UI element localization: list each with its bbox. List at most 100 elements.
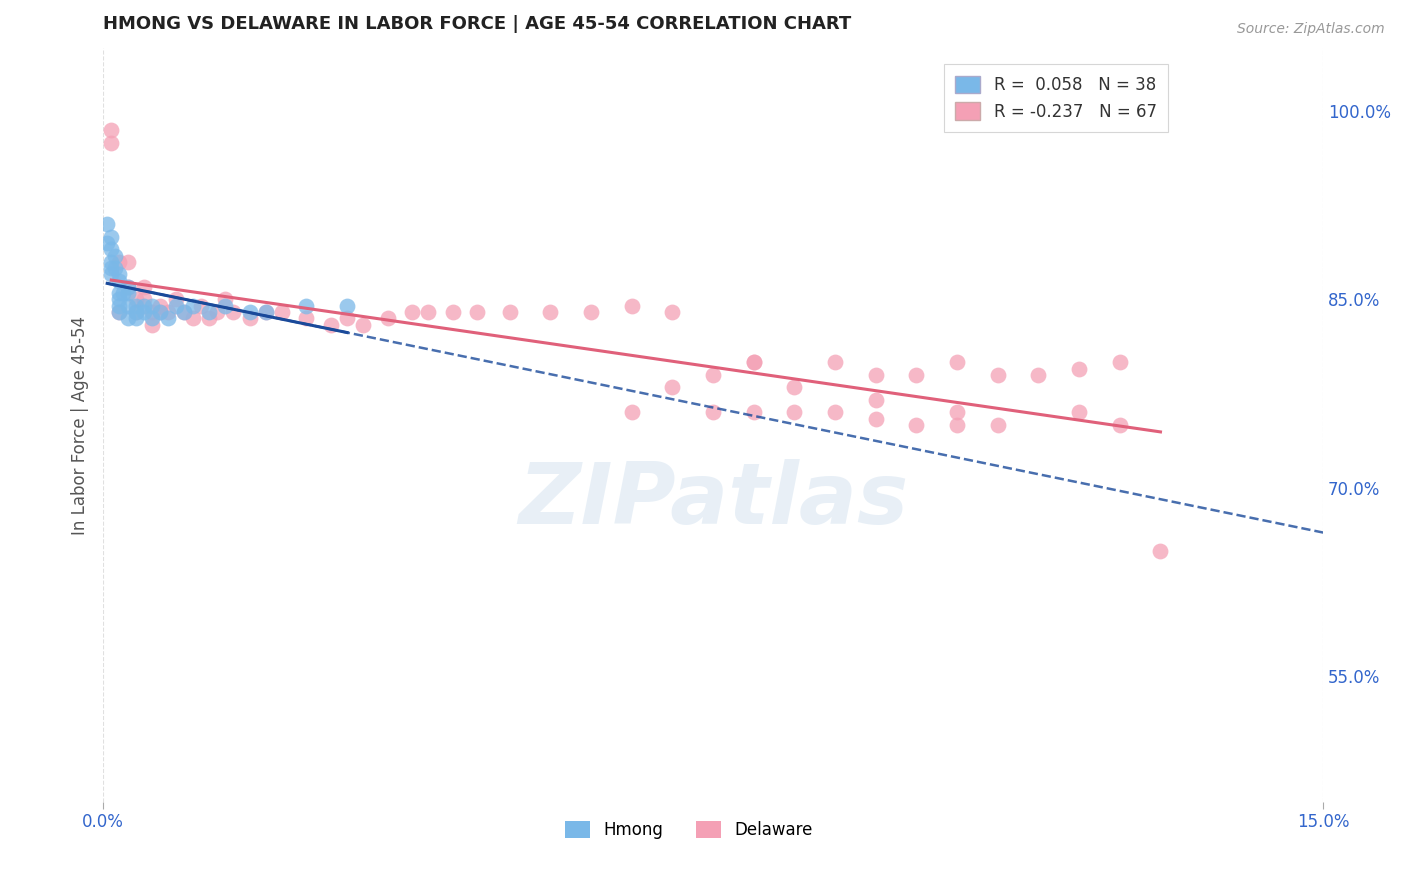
Y-axis label: In Labor Force | Age 45-54: In Labor Force | Age 45-54: [72, 316, 89, 534]
Point: [181, 299, 204, 313]
Point: [214, 293, 236, 307]
Point: [141, 305, 163, 319]
Point: [865, 411, 887, 425]
Point: [214, 299, 236, 313]
Point: [401, 305, 423, 319]
Point: [173, 305, 195, 319]
Point: [117, 280, 139, 294]
Point: [441, 305, 464, 319]
Point: [132, 299, 155, 313]
Point: [742, 355, 765, 369]
Text: ZIPatlas: ZIPatlas: [517, 458, 908, 541]
Point: [165, 299, 187, 313]
Point: [149, 305, 172, 319]
Point: [141, 318, 163, 332]
Point: [124, 299, 146, 313]
Point: [149, 305, 172, 319]
Point: [117, 255, 139, 269]
Point: [865, 368, 887, 382]
Point: [377, 311, 399, 326]
Point: [100, 229, 122, 244]
Point: [1069, 405, 1091, 419]
Point: [100, 242, 122, 256]
Point: [661, 305, 683, 319]
Point: [579, 305, 602, 319]
Point: [783, 405, 806, 419]
Point: [157, 311, 180, 326]
Point: [319, 318, 342, 332]
Point: [742, 355, 765, 369]
Point: [104, 261, 127, 276]
Point: [865, 392, 887, 407]
Point: [254, 305, 277, 319]
Point: [702, 405, 724, 419]
Point: [620, 299, 643, 313]
Point: [117, 311, 139, 326]
Point: [946, 355, 969, 369]
Point: [295, 299, 318, 313]
Text: Source: ZipAtlas.com: Source: ZipAtlas.com: [1237, 22, 1385, 37]
Point: [141, 299, 163, 313]
Point: [742, 405, 765, 419]
Point: [124, 305, 146, 319]
Point: [418, 305, 440, 319]
Point: [100, 255, 122, 269]
Point: [222, 305, 245, 319]
Point: [117, 280, 139, 294]
Point: [100, 268, 122, 282]
Point: [499, 305, 522, 319]
Point: [238, 311, 260, 326]
Point: [96, 235, 118, 250]
Point: [205, 305, 228, 319]
Point: [905, 417, 928, 432]
Point: [141, 311, 163, 326]
Point: [108, 268, 131, 282]
Point: [824, 355, 846, 369]
Point: [824, 405, 846, 419]
Point: [108, 299, 131, 313]
Legend: Hmong, Delaware: Hmong, Delaware: [558, 814, 820, 846]
Point: [987, 368, 1010, 382]
Point: [198, 305, 221, 319]
Point: [1108, 417, 1130, 432]
Point: [905, 368, 928, 382]
Point: [96, 217, 118, 231]
Point: [108, 286, 131, 301]
Text: HMONG VS DELAWARE IN LABOR FORCE | AGE 45-54 CORRELATION CHART: HMONG VS DELAWARE IN LABOR FORCE | AGE 4…: [103, 15, 852, 33]
Point: [946, 417, 969, 432]
Point: [783, 380, 806, 394]
Point: [108, 255, 131, 269]
Point: [108, 305, 131, 319]
Point: [100, 123, 122, 137]
Point: [661, 380, 683, 394]
Point: [117, 299, 139, 313]
Point: [100, 261, 122, 276]
Point: [132, 280, 155, 294]
Point: [336, 311, 359, 326]
Point: [198, 311, 221, 326]
Point: [271, 305, 294, 319]
Point: [987, 417, 1010, 432]
Point: [132, 305, 155, 319]
Point: [946, 405, 969, 419]
Point: [1069, 361, 1091, 376]
Point: [117, 286, 139, 301]
Point: [108, 305, 131, 319]
Point: [104, 248, 127, 262]
Point: [336, 299, 359, 313]
Point: [132, 293, 155, 307]
Point: [165, 293, 187, 307]
Point: [112, 286, 135, 301]
Point: [181, 311, 204, 326]
Point: [465, 305, 488, 319]
Point: [124, 293, 146, 307]
Point: [124, 305, 146, 319]
Point: [295, 311, 318, 326]
Point: [173, 305, 195, 319]
Point: [149, 299, 172, 313]
Point: [254, 305, 277, 319]
Point: [1108, 355, 1130, 369]
Point: [1028, 368, 1050, 382]
Point: [108, 293, 131, 307]
Point: [540, 305, 562, 319]
